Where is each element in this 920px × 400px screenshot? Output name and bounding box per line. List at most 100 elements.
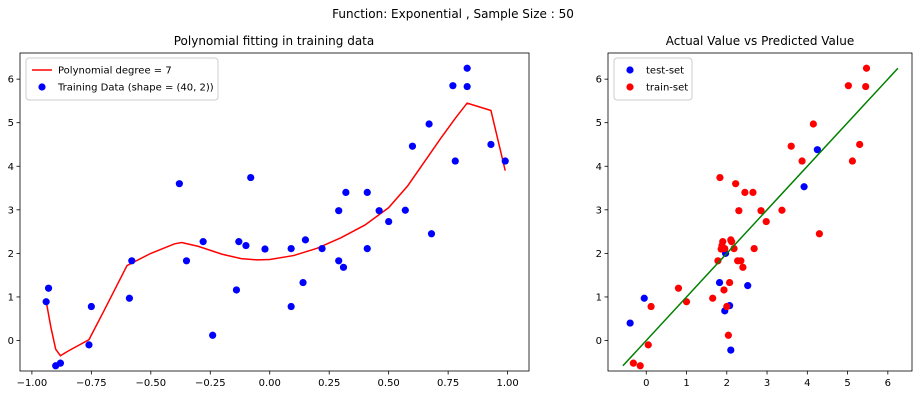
data-point xyxy=(626,319,634,327)
data-point xyxy=(798,157,806,165)
y-tick-label: 6 xyxy=(596,75,602,86)
data-point xyxy=(735,207,743,215)
data-point xyxy=(728,238,736,246)
series-line xyxy=(45,102,506,357)
x-tick-label: 4 xyxy=(804,378,810,389)
x-tick-label: 5 xyxy=(844,378,850,389)
x-tick-label: 0.75 xyxy=(437,378,459,389)
x-tick-label: 1 xyxy=(683,378,689,389)
legend: test-set train-set xyxy=(613,57,693,101)
data-point xyxy=(335,257,343,265)
data-point xyxy=(318,244,326,253)
data-point xyxy=(644,341,652,349)
data-point xyxy=(209,331,217,339)
axes-frame xyxy=(607,52,913,372)
right-panel-title: Actual Value vs Predicted Value xyxy=(666,34,854,48)
data-point xyxy=(750,244,758,253)
y-tick-label: 0 xyxy=(8,336,14,347)
data-point xyxy=(739,263,747,271)
x-tick-label: −0.75 xyxy=(76,378,107,389)
data-point xyxy=(813,146,821,154)
legend-label: Training Data (shape = (40, 2)) xyxy=(57,83,214,94)
y-tick-label: 0 xyxy=(596,336,602,347)
data-point xyxy=(727,346,735,354)
data-point xyxy=(287,302,295,311)
data-point xyxy=(487,140,495,149)
data-point xyxy=(737,257,745,265)
data-point xyxy=(757,207,765,215)
data-point xyxy=(128,257,136,265)
data-point xyxy=(719,238,727,246)
legend-marker-swatch xyxy=(38,83,46,91)
x-tick-label: −0.25 xyxy=(195,378,226,389)
data-point xyxy=(721,244,729,253)
data-point xyxy=(301,236,310,244)
right-plot-area: 0 1 2 3 4 5 6 0 1 2 3 4 5 6 test-set train-set xyxy=(596,52,913,389)
data-point xyxy=(247,173,255,182)
y-tick-label: 3 xyxy=(8,205,14,216)
x-tick-label: 2 xyxy=(724,378,730,389)
x-tick-label: 0.50 xyxy=(378,378,400,389)
data-point xyxy=(463,64,471,72)
legend-box xyxy=(613,57,693,101)
data-point xyxy=(427,230,436,238)
data-point xyxy=(636,362,644,370)
legend: Polynomial degree = 7 Training Data (shap… xyxy=(25,57,219,101)
data-point xyxy=(363,188,371,196)
x-tick-label: 0.25 xyxy=(318,378,340,389)
data-point xyxy=(815,230,823,238)
data-point xyxy=(647,302,655,311)
data-point xyxy=(856,140,864,149)
x-tick-label: 6 xyxy=(885,378,891,389)
x-tick-label: 3 xyxy=(764,378,770,389)
y-tick-label: 5 xyxy=(596,118,602,129)
legend-box xyxy=(25,57,219,101)
data-point xyxy=(56,359,65,367)
data-point xyxy=(674,284,683,292)
data-point xyxy=(232,286,241,294)
data-point xyxy=(44,284,53,292)
data-point xyxy=(235,238,243,246)
x-tick-label: 0.00 xyxy=(259,378,281,389)
y-tick-label: 6 xyxy=(8,75,14,86)
data-point xyxy=(848,157,857,165)
data-point xyxy=(741,188,749,196)
y-tick-label: 1 xyxy=(596,292,602,303)
data-point xyxy=(723,302,731,311)
data-point xyxy=(800,183,808,191)
data-point xyxy=(125,294,134,302)
data-point xyxy=(375,207,383,215)
data-point xyxy=(363,244,371,253)
legend-label: train-set xyxy=(646,83,688,94)
data-point xyxy=(762,217,770,226)
data-point xyxy=(720,286,728,294)
legend-label: Polynomial degree = 7 xyxy=(58,66,172,77)
legend-marker-swatch xyxy=(626,66,634,74)
x-tick-label: 1.00 xyxy=(496,378,518,389)
data-point xyxy=(862,64,871,72)
data-point xyxy=(709,294,717,302)
left-plot-area: −1.00 −0.75 −0.50 −0.25 0.00 0.25 0.50 0.75 1.00… xyxy=(8,52,530,389)
y-tick-label: 4 xyxy=(596,162,602,173)
data-point xyxy=(501,157,509,165)
right-panel-actual-vs-predicted: Actual Value vs Predicted Value 0 1 2 3 4 5 60… xyxy=(596,34,913,389)
data-point xyxy=(629,359,637,367)
data-point xyxy=(335,207,343,215)
legend-label: test-set xyxy=(646,66,684,77)
figure-suptitle: Function: Exponential , Sample Size : 50 xyxy=(332,7,574,21)
left-panel-polynomial-fit: Polynomial fitting in training data −1.0… xyxy=(8,34,530,389)
y-tick-label: 1 xyxy=(8,292,14,303)
data-point xyxy=(425,120,433,128)
data-point xyxy=(715,278,724,287)
x-tick-label: −0.50 xyxy=(135,378,166,389)
data-point xyxy=(87,302,95,311)
data-point xyxy=(449,82,457,90)
data-point xyxy=(299,278,307,287)
data-point xyxy=(844,82,852,90)
data-point xyxy=(726,278,734,287)
data-point xyxy=(640,294,648,302)
data-point xyxy=(451,157,459,165)
y-tick-label: 5 xyxy=(8,118,14,129)
y-tick-label: 2 xyxy=(8,249,14,260)
